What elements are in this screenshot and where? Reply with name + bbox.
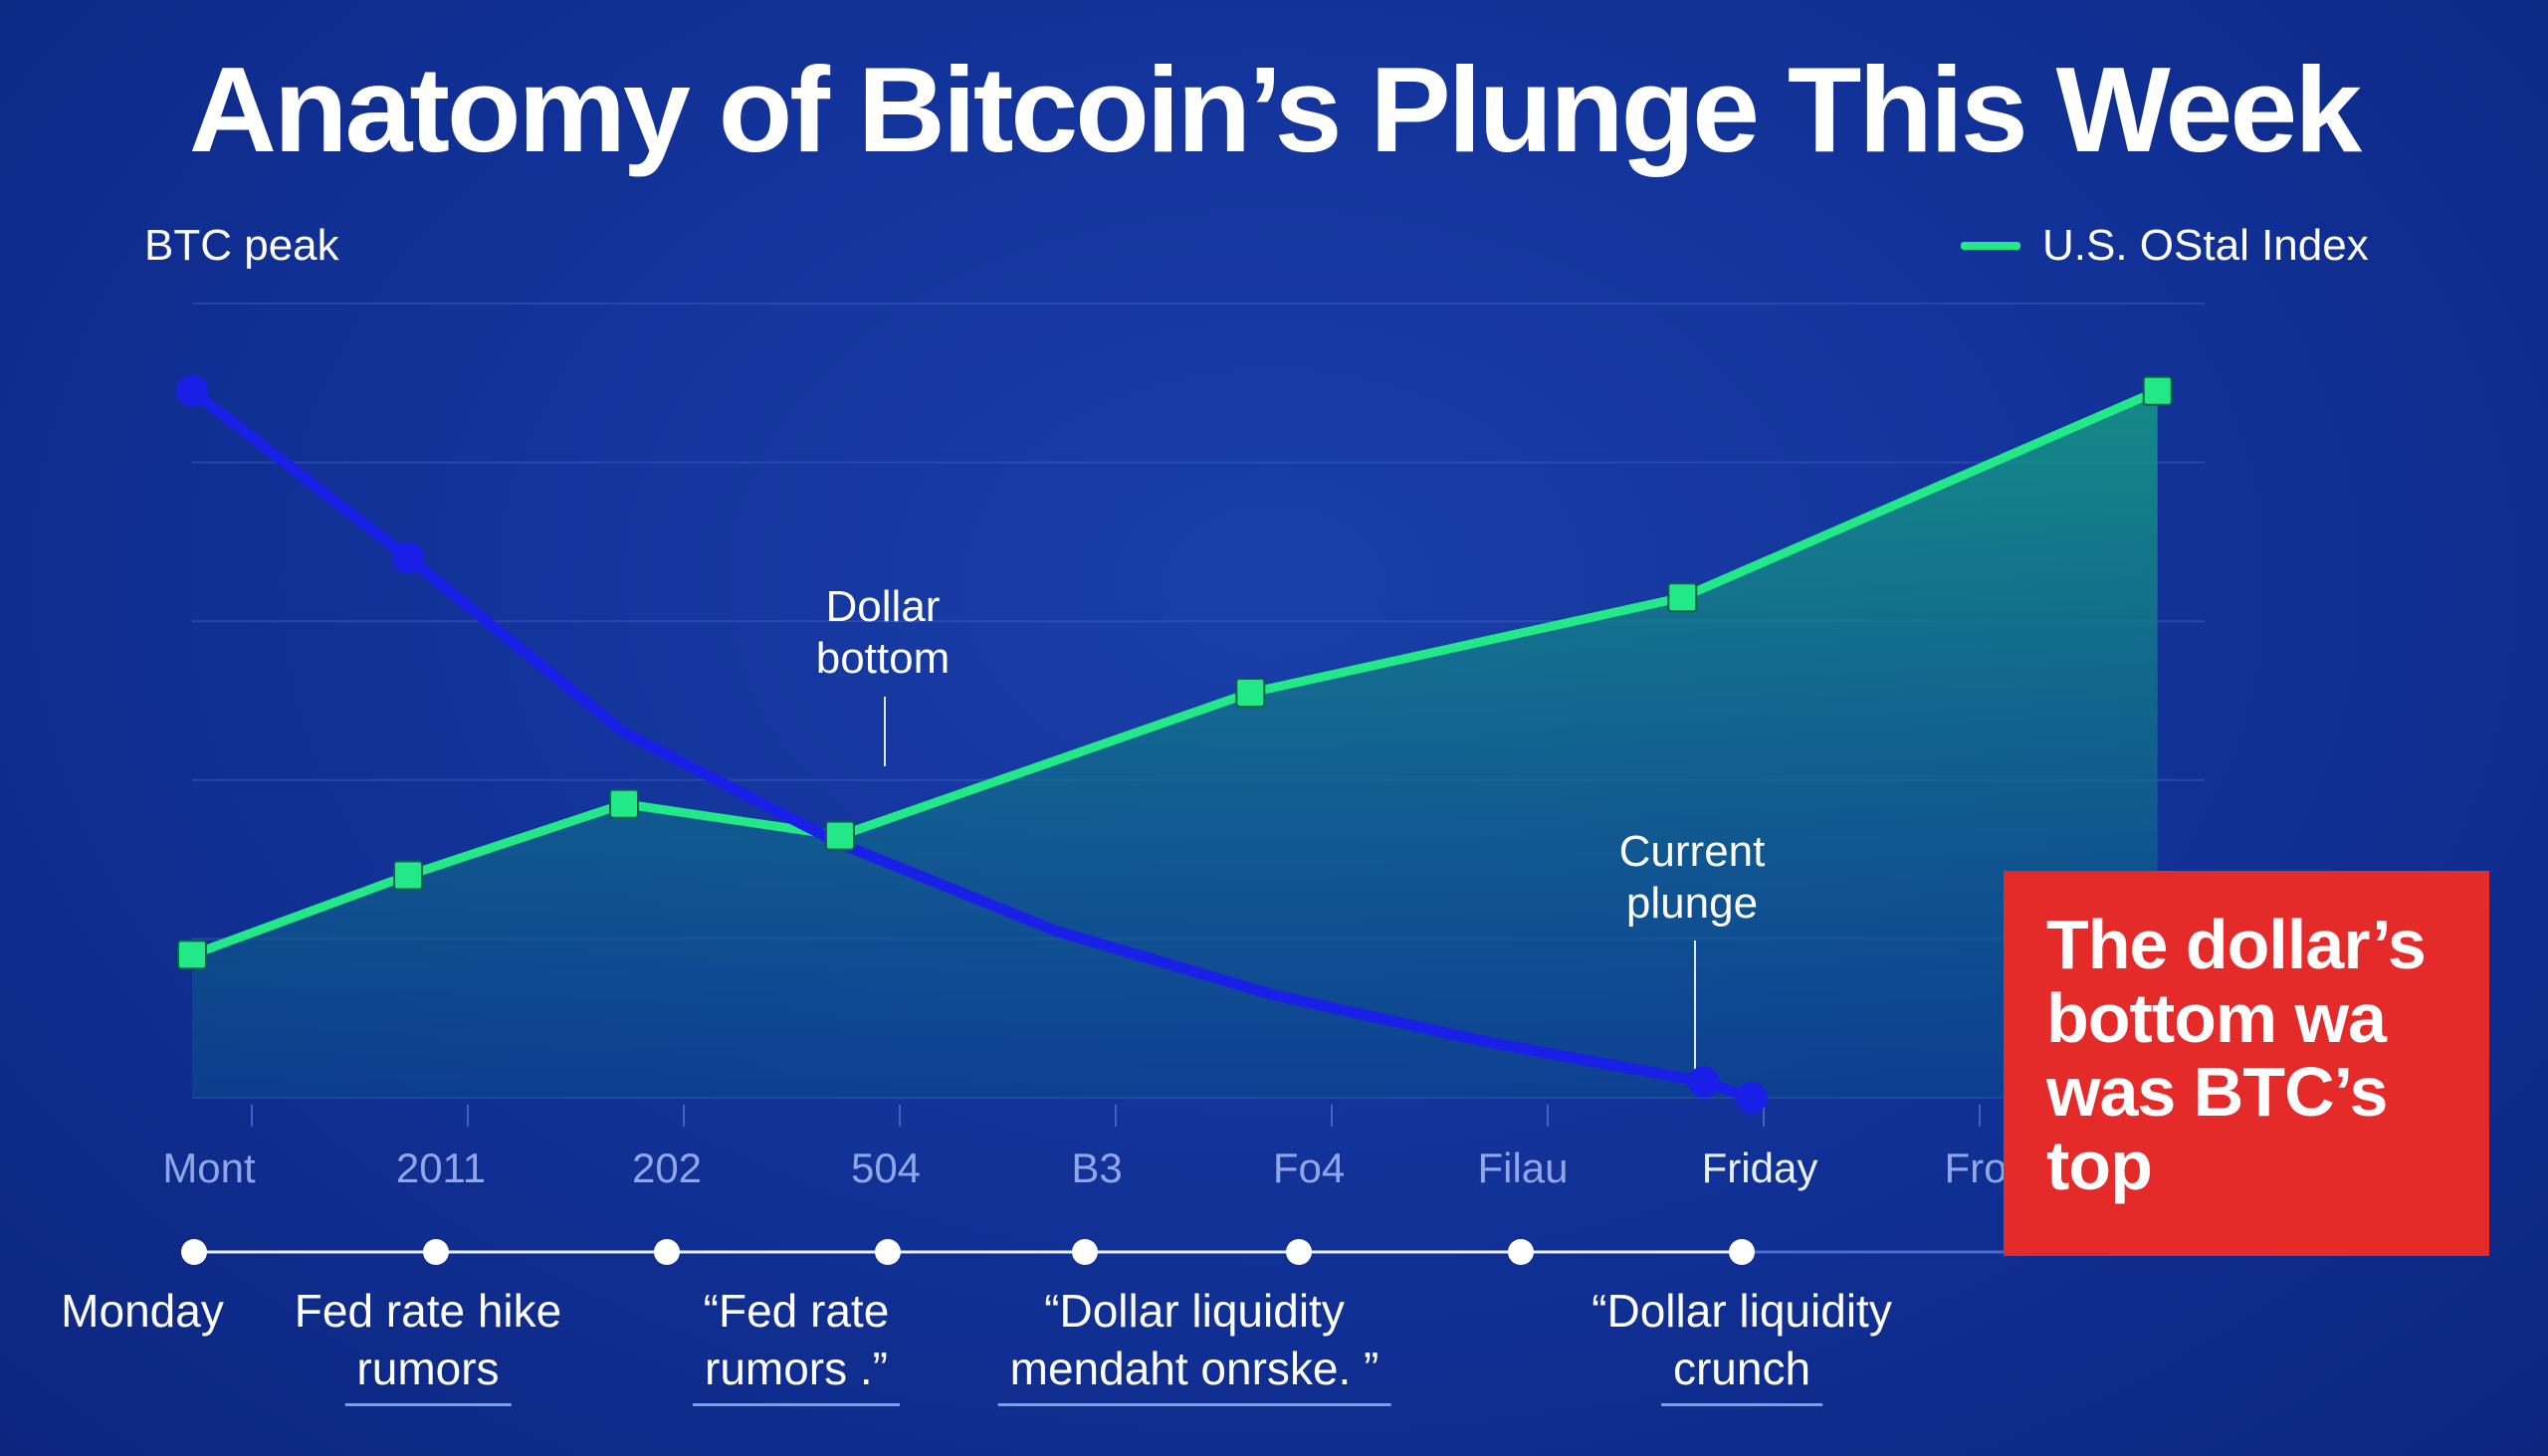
legend: U.S. OStal Index — [1961, 221, 2369, 271]
annotation-line: Current — [1618, 827, 1766, 876]
annotation-line: plunge — [1625, 879, 1759, 928]
x-tick-label: Fo4 — [1272, 1144, 1346, 1191]
index-point — [177, 939, 207, 970]
btc-series-line — [186, 385, 1758, 1104]
index-point — [1667, 582, 1698, 613]
x-tick-label: Mont — [162, 1144, 256, 1191]
timeline-label: Monday — [61, 1282, 224, 1340]
callout-line: bottom wa — [2046, 979, 2387, 1057]
legend-swatch — [1961, 242, 2020, 250]
timeline-point — [181, 1239, 207, 1265]
timeline-label-line: “Dollar liquidity — [1592, 1285, 1892, 1337]
timeline-point — [1286, 1239, 1312, 1265]
index-area-fill — [192, 390, 2158, 1098]
x-tick-label: Friday — [1701, 1144, 1818, 1191]
btc-point — [176, 374, 208, 407]
x-tick-label: Fro — [1944, 1144, 2008, 1191]
timeline-label-line: rumors .” — [693, 1340, 900, 1406]
legend-label: U.S. OStal Index — [2042, 221, 2369, 270]
timeline-label-line: mendaht onrske. ” — [997, 1340, 1391, 1406]
timeline-point — [1508, 1239, 1534, 1265]
timeline-label-line: crunch — [1660, 1340, 1823, 1406]
timeline-label-line: “Fed rate — [703, 1285, 890, 1337]
timeline-point — [423, 1239, 449, 1265]
timeline — [181, 1239, 2040, 1265]
chart-title: Anatomy of Bitcoin’s Plunge This Week — [188, 42, 2362, 177]
index-point — [393, 860, 423, 891]
x-tick-label: 2011 — [395, 1144, 487, 1191]
annotation-current-plunge: Current plunge — [1573, 826, 1811, 930]
series-markers — [176, 374, 2173, 1114]
timeline-point — [654, 1239, 680, 1265]
callout-line: top — [2046, 1127, 2153, 1204]
timeline-label: “Fed rate rumors .” — [693, 1282, 900, 1406]
timeline-point — [1072, 1239, 1098, 1265]
btc-point — [1688, 1066, 1720, 1099]
timeline-label: Fed rate hike rumors — [295, 1282, 561, 1406]
x-tick-label: 202 — [631, 1144, 703, 1191]
timeline-label: “Dollar liquidity mendaht onrske. ” — [997, 1282, 1391, 1406]
annotation-dollar-bottom: Dollar bottom — [783, 581, 982, 685]
index-point — [2142, 375, 2173, 406]
timeline-label-line: Fed rate hike — [294, 1285, 562, 1337]
callout-line: The dollar’s — [2046, 906, 2427, 983]
annotation-line: Dollar — [825, 582, 941, 631]
index-point — [1235, 678, 1266, 709]
x-tick-label: Filau — [1477, 1144, 1569, 1191]
btc-point — [392, 541, 424, 574]
index-area — [192, 390, 2158, 1098]
x-tick-label: B3 — [1071, 1144, 1123, 1191]
callout-line: was BTC’s — [2046, 1053, 2388, 1131]
annotation-leaders — [884, 697, 1696, 1070]
x-tick-label: 504 — [850, 1144, 922, 1191]
callout-box: The dollar’s bottom wa was BTC’s top — [2004, 871, 2489, 1256]
btc-point — [1735, 1082, 1768, 1114]
timeline-label-line: Monday — [61, 1285, 224, 1337]
timeline-label-line: “Dollar liquidity — [1044, 1285, 1345, 1337]
timeline-point — [875, 1239, 901, 1265]
index-point — [609, 788, 639, 819]
index-point — [825, 820, 855, 851]
annotation-line: bottom — [815, 634, 951, 683]
timeline-point — [1729, 1239, 1755, 1265]
timeline-label: “Dollar liquidity crunch — [1592, 1282, 1892, 1406]
btc-peak-label: BTC peak — [144, 221, 339, 270]
timeline-label-line: rumors — [344, 1340, 512, 1406]
